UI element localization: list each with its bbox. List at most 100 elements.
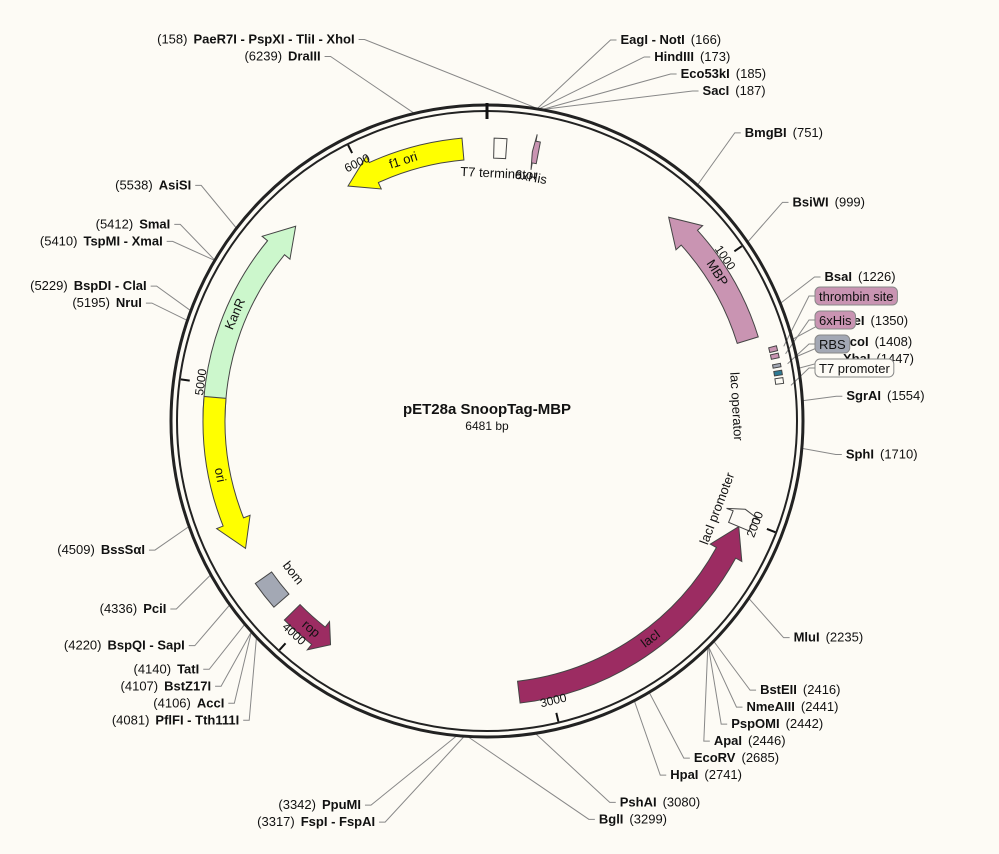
site-label: (4509) BssSαI bbox=[57, 542, 145, 557]
boxed-label-box bbox=[814, 358, 895, 378]
site-position: (1554) bbox=[887, 388, 925, 403]
feature-t7term: T7 terminator bbox=[460, 137, 539, 183]
site-position: (173) bbox=[700, 49, 730, 64]
site-label: NmeAIII (2441) bbox=[746, 699, 838, 714]
tick-mark bbox=[555, 712, 560, 722]
small-feature-rbs bbox=[771, 362, 782, 369]
site-position: (6239) bbox=[244, 49, 282, 64]
boxed-label-thrombin: thrombin site bbox=[814, 286, 898, 306]
site-label: (6239) DraIII bbox=[244, 49, 320, 64]
site-name: AccI bbox=[197, 695, 224, 710]
plasmid-length: 6481 bp bbox=[465, 419, 509, 433]
site-position: (3317) bbox=[257, 814, 295, 829]
leader-line bbox=[790, 367, 815, 386]
leader-line bbox=[188, 605, 230, 647]
feature-rop: rop bbox=[283, 603, 332, 651]
site-name: NruI bbox=[116, 295, 142, 310]
feature-arrow-bom bbox=[254, 571, 290, 608]
leader-line bbox=[544, 90, 699, 110]
site-label: (5410) TspMI - XmaI bbox=[40, 233, 163, 248]
small-feature-his6_c bbox=[769, 352, 780, 360]
leader-line bbox=[803, 395, 843, 402]
site-position: (2235) bbox=[826, 630, 864, 645]
site-position: (5538) bbox=[115, 177, 153, 192]
site-name: BstZ17I bbox=[164, 678, 211, 693]
tick-mark bbox=[733, 245, 743, 253]
leader-line bbox=[649, 692, 690, 759]
leader-line bbox=[228, 632, 252, 704]
feature-arrow-laci bbox=[516, 525, 743, 704]
site-label: NcoI (1408) bbox=[840, 334, 912, 349]
leader-line bbox=[170, 575, 211, 610]
site-position: (4106) bbox=[153, 695, 191, 710]
site-position: (3299) bbox=[629, 811, 667, 826]
site-position: (2446) bbox=[748, 733, 786, 748]
site-position: (5412) bbox=[96, 216, 134, 231]
site-name: SphI bbox=[846, 447, 874, 462]
lac-operator-label: lac operator bbox=[727, 372, 746, 442]
leader-line bbox=[364, 736, 457, 806]
leader-line bbox=[713, 641, 757, 691]
site-name: MluI bbox=[794, 630, 820, 645]
leader-line bbox=[802, 448, 842, 456]
boxed-label-t7p: T7 promoter bbox=[814, 358, 895, 378]
site-label: (4220) BspQI - SapI bbox=[64, 638, 185, 653]
site-name: EcoRV bbox=[694, 750, 736, 765]
feature-arrow-mbp bbox=[667, 216, 759, 345]
feature-label-his6_n: 6xHis bbox=[514, 167, 549, 188]
feature-label-t7term: T7 terminator bbox=[460, 164, 539, 183]
site-name: NmeAIII bbox=[746, 699, 794, 714]
site-position: (187) bbox=[735, 83, 765, 98]
site-name: ApaI bbox=[714, 733, 742, 748]
site-name: PciI bbox=[143, 601, 166, 616]
site-name: PshAI bbox=[620, 794, 657, 809]
site-label: (4140) TatI bbox=[134, 661, 200, 676]
site-name: HpaI bbox=[670, 767, 698, 782]
backbone bbox=[169, 103, 805, 739]
site-label: BsiWI (999) bbox=[793, 194, 865, 209]
site-name: PflFI - Tth111I bbox=[155, 712, 239, 727]
boxed-label-text: T7 promoter bbox=[819, 361, 890, 376]
site-position: (1408) bbox=[875, 334, 913, 349]
site-name: EagI - NotI bbox=[621, 32, 685, 47]
tick-mark bbox=[278, 642, 287, 651]
site-name: BssSαI bbox=[101, 542, 145, 557]
site-position: (2442) bbox=[786, 716, 824, 731]
site-position: (4140) bbox=[134, 661, 172, 676]
site-name: DraIII bbox=[288, 49, 321, 64]
tick-label: 5000 bbox=[192, 368, 210, 397]
leader-line bbox=[148, 526, 189, 551]
boxed-label-rbs: RBS bbox=[814, 334, 851, 354]
leader-line bbox=[358, 39, 536, 109]
leader-line bbox=[708, 647, 728, 725]
leader-line bbox=[787, 343, 815, 365]
site-position: (3342) bbox=[278, 797, 316, 812]
site-position: (2441) bbox=[801, 699, 839, 714]
feature-arrow-ori bbox=[202, 395, 251, 550]
leader-line bbox=[703, 648, 710, 742]
leader-line bbox=[145, 302, 187, 321]
site-position: (166) bbox=[691, 32, 721, 47]
small-feature-t7p bbox=[773, 369, 783, 377]
site-name: BstEII bbox=[760, 682, 797, 697]
leader-line bbox=[195, 184, 237, 228]
site-position: (158) bbox=[157, 32, 187, 47]
tick-mark bbox=[347, 144, 354, 154]
leader-line bbox=[468, 737, 595, 820]
site-label: PspOMI (2442) bbox=[731, 716, 823, 731]
site-name: PaeR7I - PspXI - TliI - XhoI bbox=[193, 32, 354, 47]
feature-arrow-rop bbox=[283, 603, 332, 651]
site-name: PpuMI bbox=[322, 797, 361, 812]
site-name: BsiWI bbox=[793, 194, 829, 209]
leader-line bbox=[203, 624, 245, 670]
site-label: EcoRV (2685) bbox=[694, 750, 779, 765]
leader-line bbox=[543, 73, 677, 110]
site-label: BglI (3299) bbox=[599, 811, 667, 826]
site-name: Eco53kI bbox=[681, 66, 730, 81]
feature-bom: bom bbox=[254, 558, 307, 608]
site-position: (2685) bbox=[741, 750, 779, 765]
site-position: (4220) bbox=[64, 638, 102, 653]
site-position: (185) bbox=[736, 66, 766, 81]
tick-mark bbox=[766, 528, 776, 534]
